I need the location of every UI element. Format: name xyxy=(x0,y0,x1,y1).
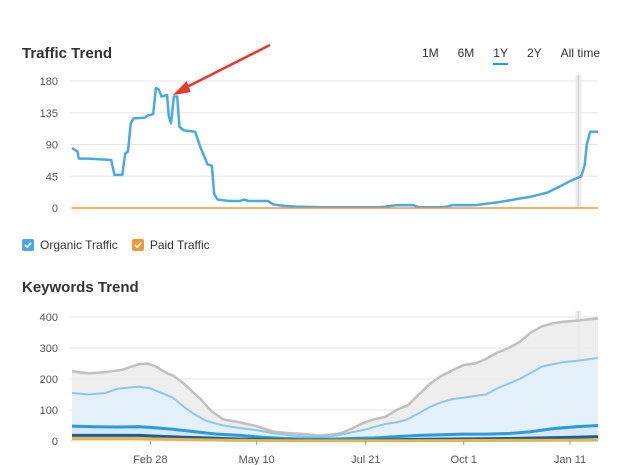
range-tab-6m[interactable]: 6M xyxy=(457,46,475,60)
keywords-trend-title: Keywords Trend xyxy=(22,279,139,296)
x-tick-label: May 10 xyxy=(239,454,275,465)
x-tick-label: Feb 28 xyxy=(133,454,167,465)
y-tick-label: 0 xyxy=(52,436,58,448)
traffic-trend-title: Traffic Trend xyxy=(22,45,113,62)
paid-checkbox-icon[interactable] xyxy=(131,239,144,251)
series-line-1 xyxy=(71,356,599,439)
y-tick-label: 400 xyxy=(40,312,58,324)
x-tick-label: Oct 1 xyxy=(451,454,477,465)
range-tabs: 1M 6M 1Y 2Y All time xyxy=(422,46,600,65)
legend-organic-label: Organic Traffic xyxy=(40,238,118,252)
series-line-0 xyxy=(71,317,599,437)
y-tick-label: 0 xyxy=(52,203,58,215)
y-tick-label: 135 xyxy=(40,108,58,120)
legend-paid-label: Paid Traffic xyxy=(149,238,210,252)
y-tick-label: 45 xyxy=(46,171,58,183)
legend-organic-traffic[interactable]: Organic Traffic xyxy=(22,238,118,252)
y-tick-label: 300 xyxy=(40,343,58,355)
series-line-4 xyxy=(72,437,599,443)
y-tick-label: 180 xyxy=(40,76,58,88)
range-tab-all-time[interactable]: All time xyxy=(560,46,600,60)
series-line-0 xyxy=(71,86,598,209)
x-tick-label: Jan 11 xyxy=(554,454,586,465)
y-tick-label: 90 xyxy=(46,140,58,152)
x-tick-label: Jul 21 xyxy=(351,454,380,465)
legend-paid-traffic[interactable]: Paid Traffic xyxy=(131,238,210,252)
annotation-arrow-icon xyxy=(180,43,271,92)
y-tick-label: 100 xyxy=(40,405,58,417)
annotation-arrowhead-icon xyxy=(172,81,191,96)
organic-checkbox-icon[interactable] xyxy=(22,239,34,251)
range-tab-1y[interactable]: 1Y xyxy=(493,46,508,65)
traffic-trend-chart: 0 45 90 135 180 xyxy=(40,43,598,215)
legend: Organic Traffic Paid Traffic xyxy=(22,238,210,252)
y-tick-label: 200 xyxy=(40,374,58,386)
range-tab-1m[interactable]: 1M xyxy=(421,46,439,60)
range-tab-2y[interactable]: 2Y xyxy=(526,46,542,60)
